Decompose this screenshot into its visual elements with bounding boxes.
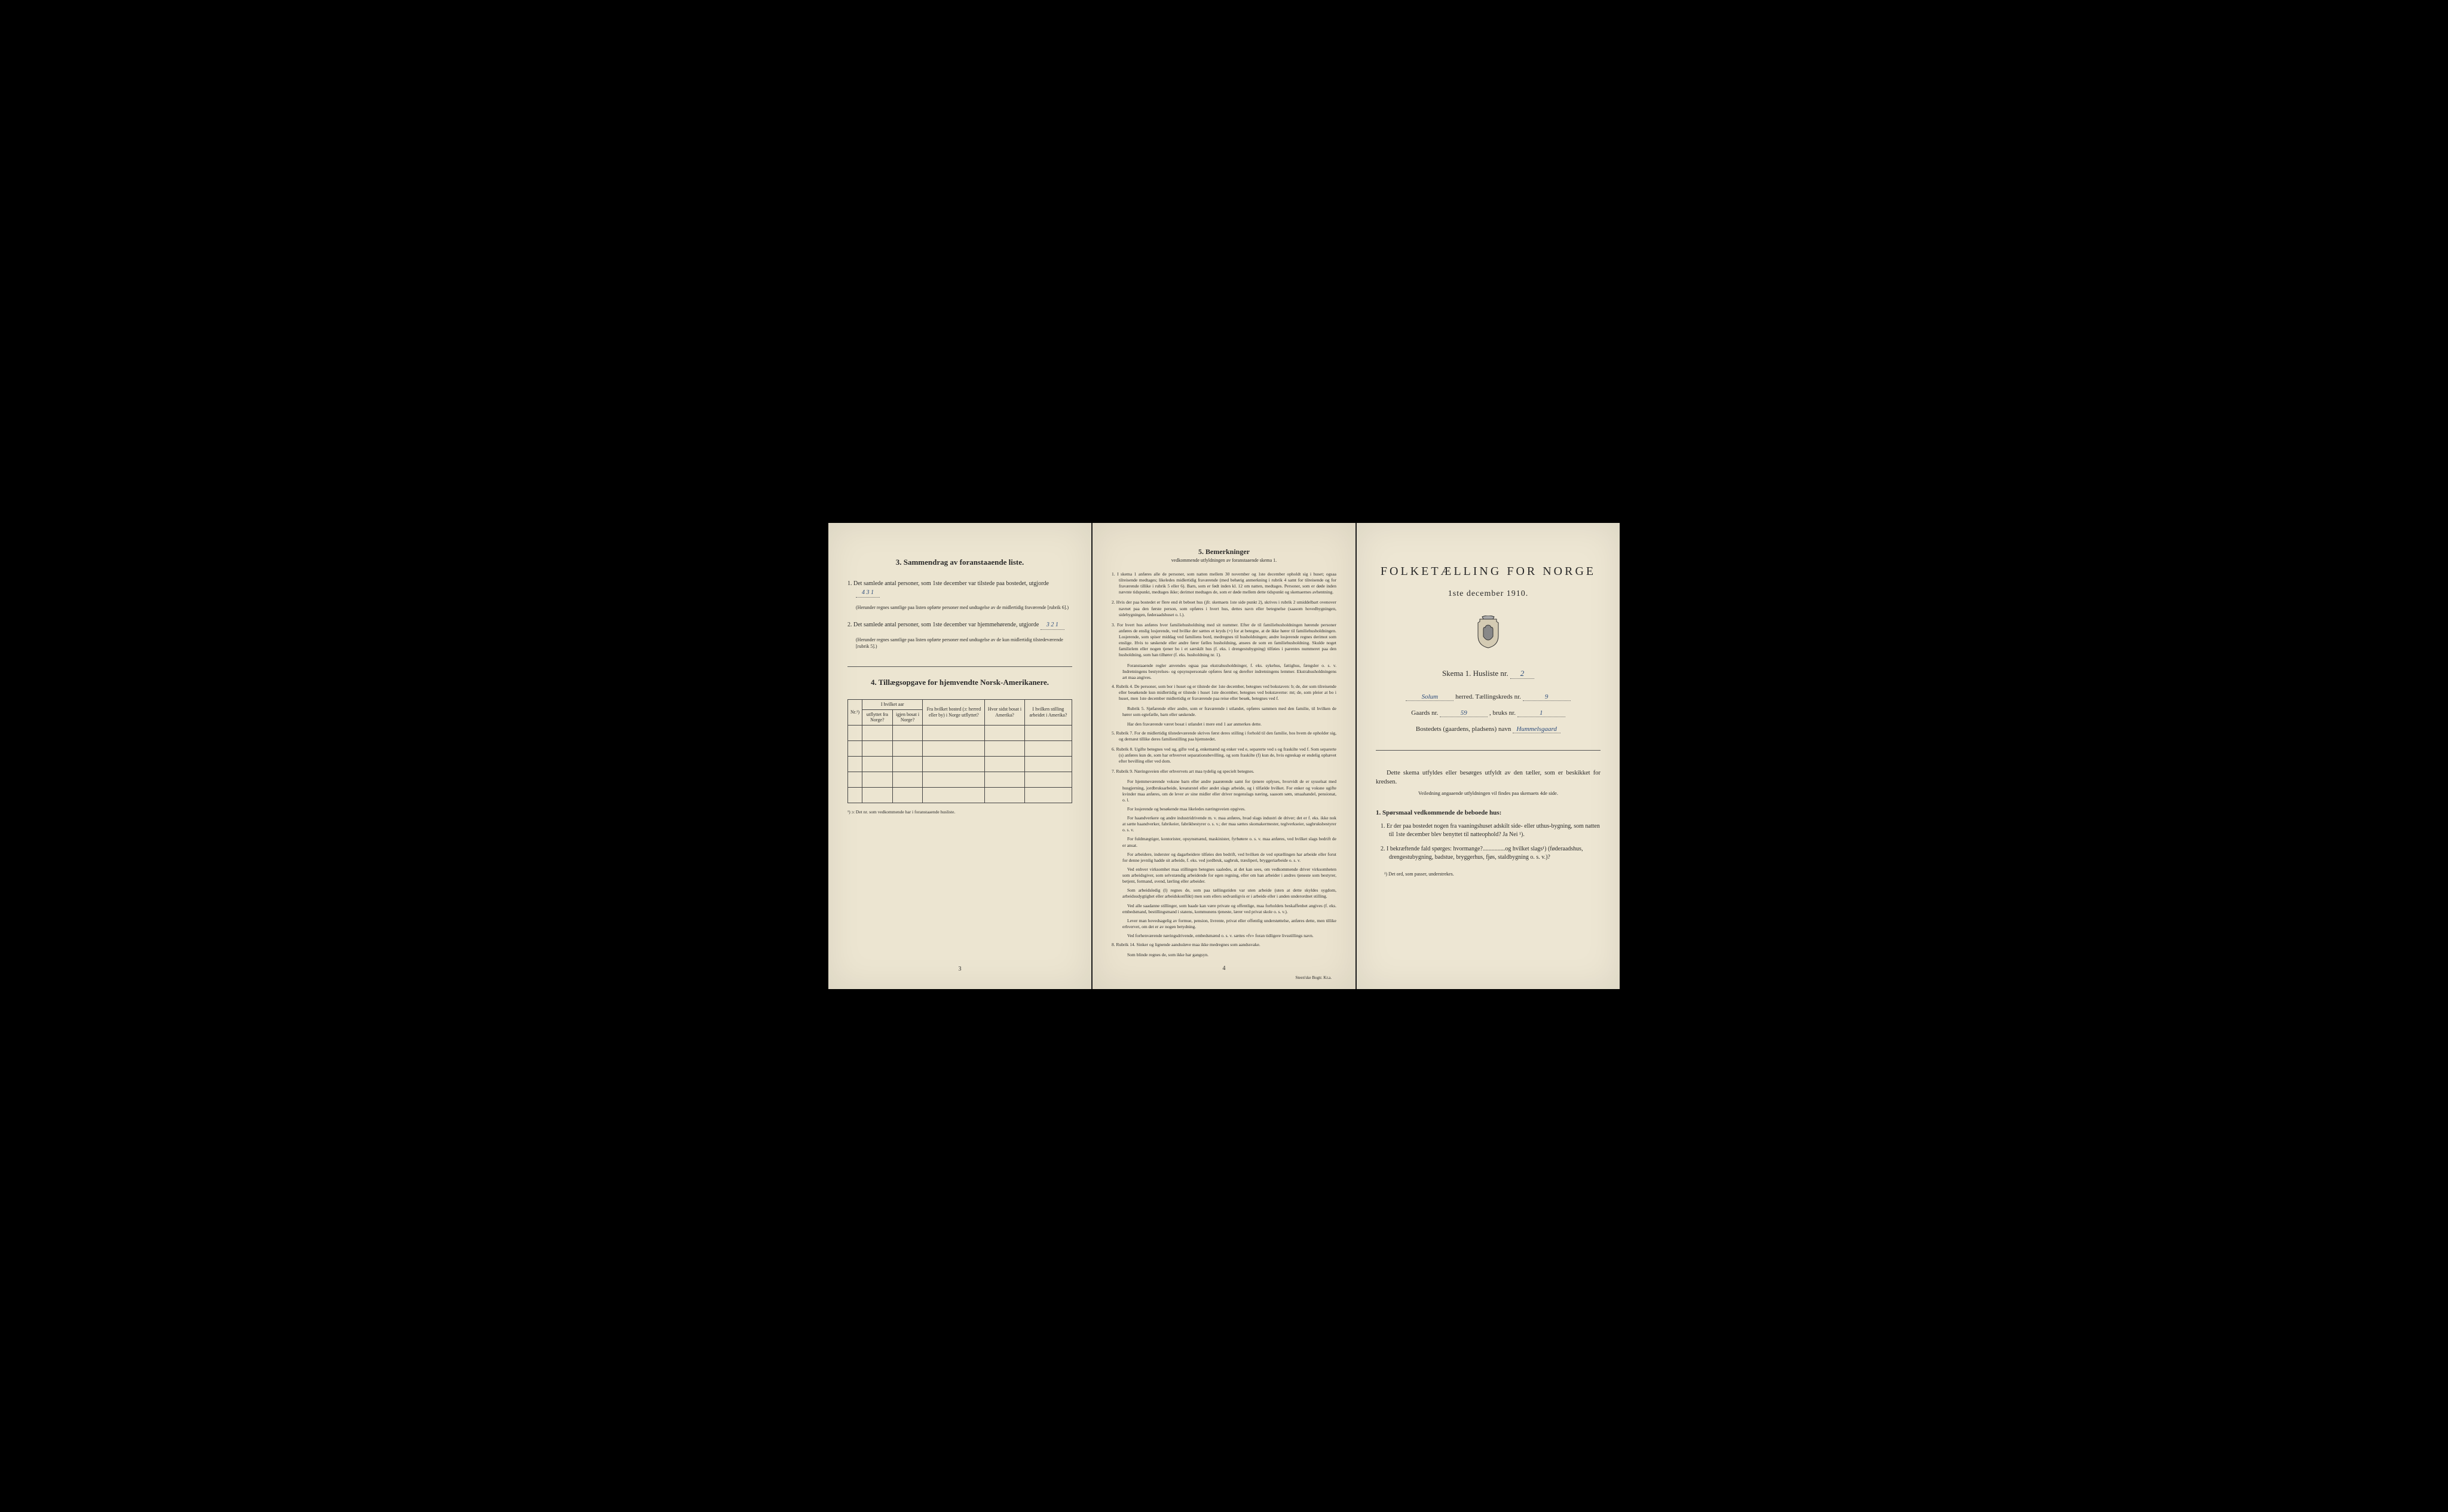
census-title: FOLKETÆLLING FOR NORGE: [1376, 565, 1601, 579]
section-3-title: 3. Sammendrag av foranstaaende liste.: [847, 558, 1072, 567]
trifold-document: 3. Sammendrag av foranstaaende liste. 1.…: [828, 523, 1620, 989]
th-occupation: I hvilken stilling arbeidet i Amerika?: [1024, 700, 1072, 726]
intro-text: Dette skema utfyldes eller besørges utfy…: [1376, 769, 1601, 786]
intro-sub: Veiledning angaaende utfyldningen vil fi…: [1376, 790, 1601, 796]
remark-7e: For arbeidere, inderster og dagarbeidere…: [1112, 852, 1336, 864]
remark-5: 5. Rubrik 7. For de midlertidig tilstede…: [1112, 730, 1336, 742]
page-number-4: 4: [1223, 965, 1226, 973]
panel-front: FOLKETÆLLING FOR NORGE 1ste december 191…: [1357, 523, 1620, 989]
item1-value: 4 3 1: [856, 588, 880, 598]
supplement-table: Nr.¹) I hvilket aar Fra hvilket bosted (…: [847, 699, 1072, 803]
item2-value: 3 2 1: [1041, 620, 1064, 630]
table-row: [848, 772, 1072, 787]
bosted-label: Bostedets (gaardens, pladsens) navn: [1416, 726, 1511, 733]
remark-4: 4. Rubrik 4. De personer, som bor i huse…: [1112, 684, 1336, 702]
item2-note: (Herunder regnes samtlige paa listen opf…: [847, 637, 1072, 650]
remark-7h: Ved alle saadanne stillinger, som baade …: [1112, 903, 1336, 915]
bosted-value: Hummelsgaard: [1513, 726, 1560, 733]
gaard-value: 59: [1440, 709, 1488, 717]
summary-item-2: 2. Det samlede antal personer, som 1ste …: [847, 620, 1072, 630]
remark-7g: Som arbeidsledig (l) regnes de, som paa …: [1112, 887, 1336, 899]
right-footnote: ¹) Det ord, som passer, understrekes.: [1376, 871, 1601, 877]
herred-value: Solum: [1406, 693, 1454, 701]
item1-text: 1. Det samlede antal personer, som 1ste …: [847, 580, 1049, 587]
gaard-label: Gaards nr.: [1411, 709, 1438, 717]
section-5-title: 5. Bemerkninger: [1112, 547, 1336, 556]
th-emigrated: utflyttet fra Norge?: [862, 709, 893, 725]
bruk-label: , bruks nr.: [1489, 709, 1516, 717]
coat-of-arms-icon: [1376, 616, 1601, 652]
remark-4b: Rubrik 5. Sjøfarende eller andre, som er…: [1112, 706, 1336, 718]
husliste-nr: 2: [1510, 669, 1534, 679]
item2-text: 2. Det samlede antal personer, som 1ste …: [847, 622, 1039, 628]
remark-2: 2. Hvis der paa bostedet er flere end ét…: [1112, 599, 1336, 617]
questions-heading: 1. Spørsmaal vedkommende de beboede hus:: [1376, 809, 1601, 816]
gaard-row: Gaards nr. 59 , bruks nr. 1: [1376, 709, 1601, 717]
divider: [1376, 750, 1601, 751]
remark-7b: For losjerende og besøkende maa likelede…: [1112, 806, 1336, 812]
table-row: [848, 787, 1072, 803]
remark-8b: Som blinde regnes de, som ikke har gangs…: [1112, 952, 1336, 958]
table-row: [848, 756, 1072, 772]
remark-3b: Foranstaaende regler anvendes ogsaa paa …: [1112, 663, 1336, 681]
remark-7j: Ved forhenværende næringsdrivende, embed…: [1112, 933, 1336, 939]
remark-8: 8. Rubrik 14. Sinker og lignende aandssl…: [1112, 942, 1336, 948]
bruk-value: 1: [1517, 709, 1565, 717]
bosted-row: Bostedets (gaardens, pladsens) navn Humm…: [1376, 726, 1601, 733]
census-date: 1ste december 1910.: [1376, 589, 1601, 599]
herred-row: Solum herred. Tællingskreds nr. 9: [1376, 693, 1601, 701]
th-nr: Nr.¹): [848, 700, 862, 726]
summary-item-1: 1. Det samlede antal personer, som 1ste …: [847, 579, 1072, 598]
panel-page-3: 3. Sammendrag av foranstaaende liste. 1.…: [828, 523, 1091, 989]
th-where: Hvor sidst bosat i Amerika?: [985, 700, 1024, 726]
th-returned: igjen bosat i Norge?: [892, 709, 923, 725]
divider: [847, 666, 1072, 667]
remark-7i: Lever man hovedsagelig av formue, pensio…: [1112, 918, 1336, 930]
remark-7d: For fuldmægtiger, kontorister, opsynsmæn…: [1112, 836, 1336, 848]
question-1: 1. Er der paa bostedet nogen fra vaaning…: [1376, 822, 1601, 839]
skema-line: Skema 1. Husliste nr. 2: [1376, 669, 1601, 679]
th-from: Fra hvilket bosted (ɔ: herred eller by) …: [923, 700, 985, 726]
remark-6: 6. Rubrik 8. Ugifte betegnes ved ug, gif…: [1112, 746, 1336, 764]
item1-note: (Herunder regnes samtlige paa listen opf…: [847, 605, 1072, 611]
th-year: I hvilket aar: [862, 700, 923, 710]
panel-page-4: 5. Bemerkninger vedkommende utfyldningen…: [1093, 523, 1355, 989]
remark-7f: Ved enhver virksomhet maa stillingen bet…: [1112, 867, 1336, 884]
section-5-sub: vedkommende utfyldningen av foranstaaend…: [1112, 558, 1336, 564]
question-2: 2. I bekræftende fald spørges: hvormange…: [1376, 845, 1601, 862]
remark-1: 1. I skema 1 anføres alle de personer, s…: [1112, 571, 1336, 596]
remark-7a: For hjemmeværende voksne barn eller andr…: [1112, 779, 1336, 803]
skema-label: Skema 1. Husliste nr.: [1442, 669, 1508, 678]
remark-7: 7. Rubrik 9. Næringsveien eller erhverve…: [1112, 769, 1336, 775]
remark-4c: Har den fraværende været bosat i utlande…: [1112, 721, 1336, 727]
table-footnote: ¹) ɔ: Det nr. som vedkommende har i fora…: [847, 809, 1072, 815]
remark-7c: For haandverkere og andre industridriven…: [1112, 815, 1336, 833]
table-row: [848, 740, 1072, 756]
section-4-title: 4. Tillægsopgave for hjemvendte Norsk-Am…: [847, 678, 1072, 687]
printer-mark: Steen'ske Bogtr. Kr.a.: [1295, 975, 1332, 981]
table-row: [848, 725, 1072, 740]
herred-label: herred. Tællingskreds nr.: [1455, 693, 1521, 700]
kreds-value: 9: [1523, 693, 1571, 701]
page-number-3: 3: [959, 966, 962, 972]
remark-3: 3. For hvert hus anføres hver familiehus…: [1112, 622, 1336, 659]
